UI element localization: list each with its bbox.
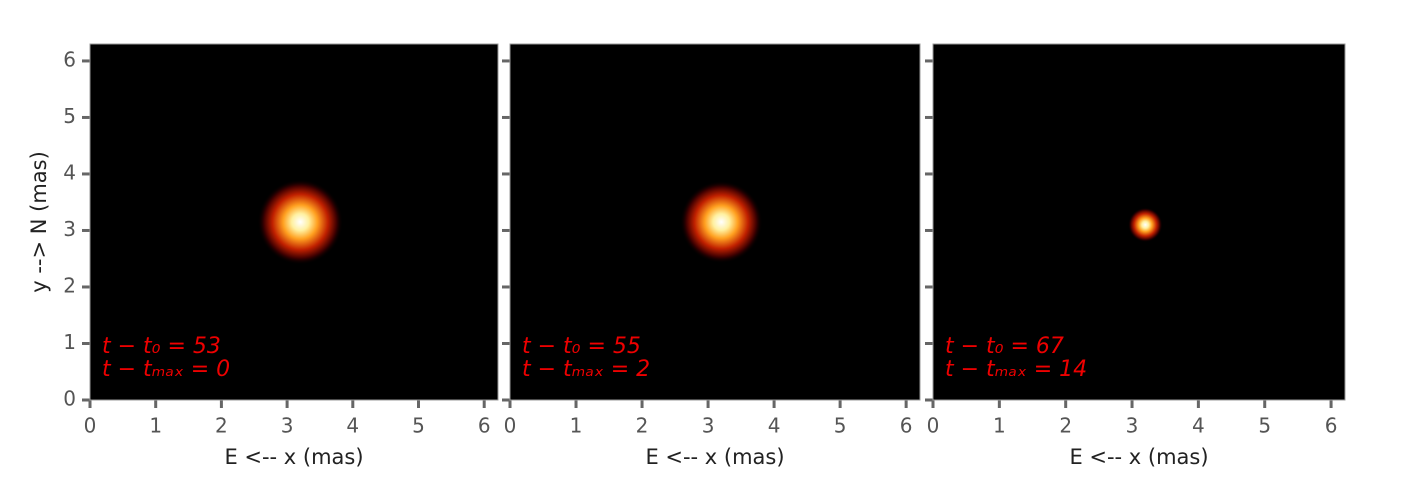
- source-blob: [680, 180, 763, 264]
- y-tick-label: 3: [63, 217, 76, 241]
- x-tick-label: 4: [1192, 414, 1205, 438]
- x-tick-label: 5: [412, 414, 425, 438]
- x-tick-label: 6: [478, 414, 491, 438]
- y-tick-label: 4: [63, 160, 76, 184]
- y-tick-label: 5: [63, 104, 76, 128]
- y-tick-label: 2: [63, 273, 76, 297]
- x-axis-label: E <-- x (mas): [224, 445, 363, 469]
- x-tick-label: 1: [149, 414, 162, 438]
- x-tick-label: 2: [1059, 414, 1072, 438]
- x-tick-label: 5: [834, 414, 847, 438]
- x-tick-label: 0: [504, 414, 517, 438]
- source-blob: [257, 179, 343, 265]
- x-tick-label: 1: [993, 414, 1006, 438]
- x-tick-label: 4: [346, 414, 359, 438]
- x-tick-label: 2: [215, 414, 228, 438]
- annotation: t − t₀ = 55: [522, 334, 641, 359]
- annotation: t − t₀ = 67: [945, 334, 1064, 359]
- x-tick-label: 6: [900, 414, 913, 438]
- source-blob: [1128, 207, 1163, 243]
- x-tick-label: 0: [927, 414, 940, 438]
- x-axis-label: E <-- x (mas): [645, 445, 784, 469]
- y-axis-label: y --> N (mas): [27, 151, 51, 293]
- x-tick-label: 1: [570, 414, 583, 438]
- x-tick-label: 3: [281, 414, 294, 438]
- x-axis-label: E <-- x (mas): [1069, 445, 1208, 469]
- x-tick-label: 4: [768, 414, 781, 438]
- x-tick-label: 6: [1325, 414, 1338, 438]
- x-tick-label: 2: [636, 414, 649, 438]
- annotation: t − t₀ = 53: [102, 334, 221, 359]
- y-tick-label: 0: [63, 387, 76, 411]
- x-tick-label: 3: [702, 414, 715, 438]
- annotation: t − tₘₐₓ = 14: [945, 357, 1087, 382]
- y-tick-label: 1: [63, 330, 76, 354]
- annotation: t − tₘₐₓ = 0: [102, 357, 230, 382]
- axes-frame: [89, 43, 499, 401]
- axes-frame: [932, 43, 1346, 401]
- x-tick-label: 3: [1126, 414, 1139, 438]
- x-tick-label: 0: [84, 414, 97, 438]
- x-tick-label: 5: [1258, 414, 1271, 438]
- annotation: t − tₘₐₓ = 2: [522, 357, 650, 382]
- y-tick-label: 6: [63, 47, 76, 71]
- axes-frame: [509, 43, 921, 401]
